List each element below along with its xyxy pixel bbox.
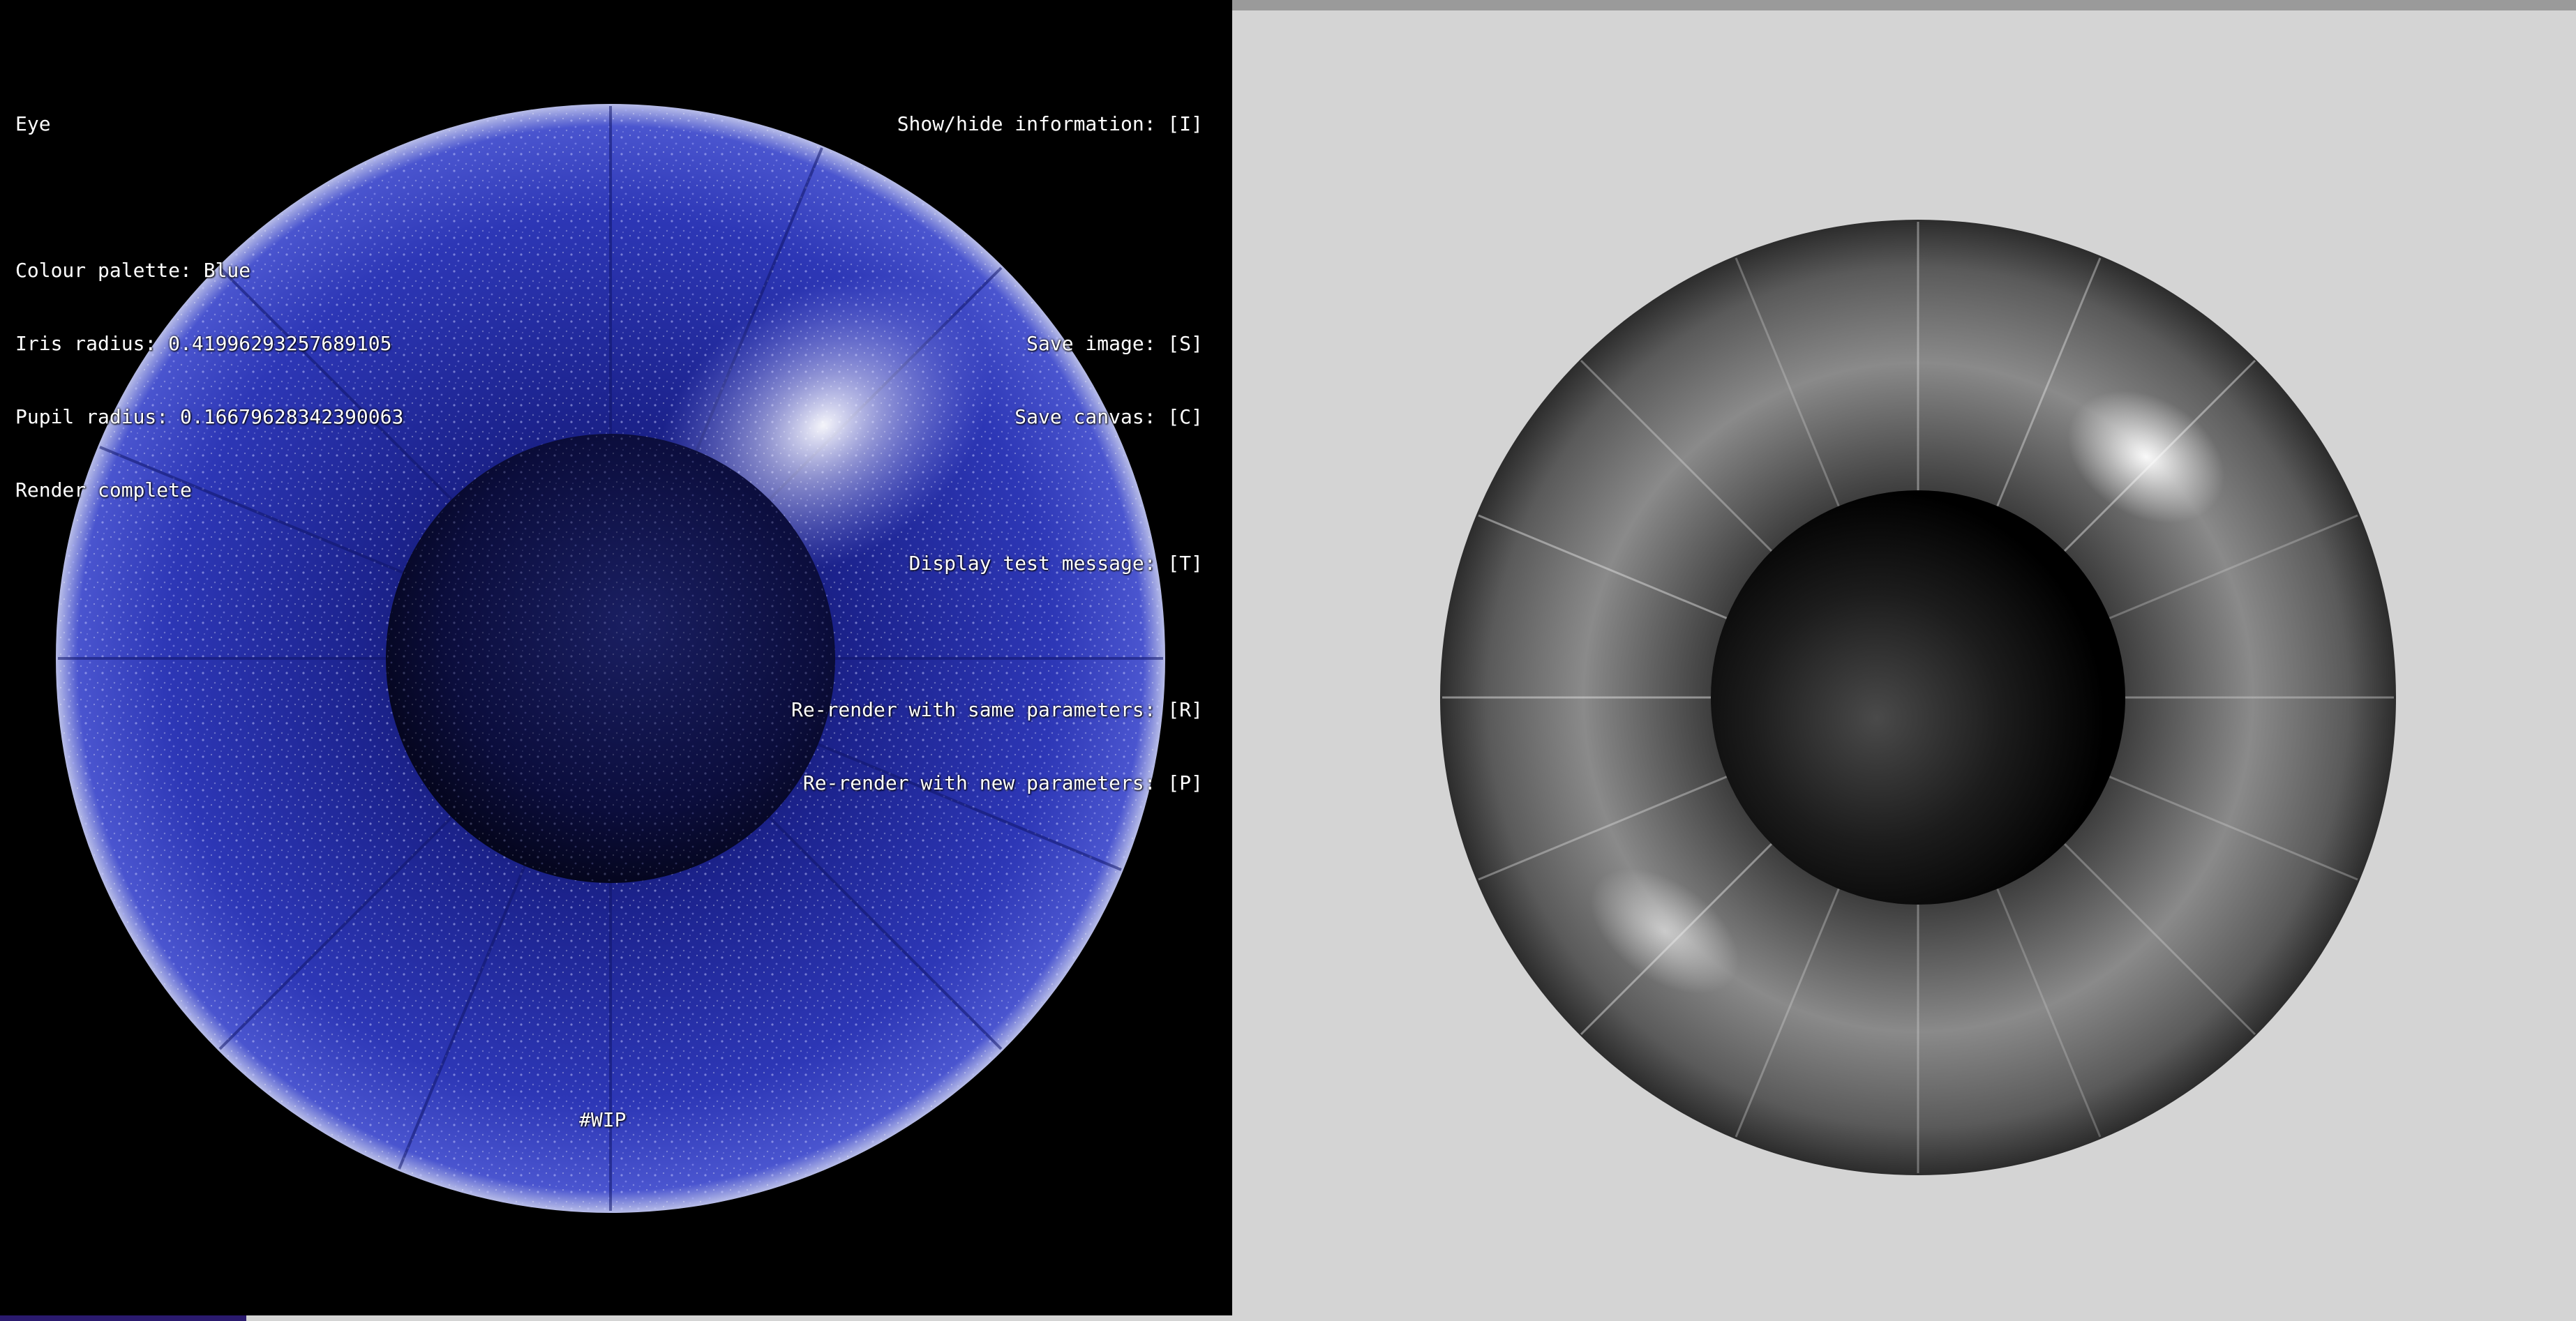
test-message-shortcut[interactable]: Display test message: [T]: [908, 552, 1203, 575]
render-status: Render complete: [15, 478, 192, 501]
iris-radius-label: Iris radius: 0.41996293257689105: [15, 332, 392, 355]
grey-eye-render: [1440, 220, 2396, 1175]
greyscale-render-canvas[interactable]: [1232, 0, 2576, 1321]
grey-glare-lower: [1590, 868, 1739, 994]
color-render-canvas[interactable]: Eye Colour palette: Blue Iris radius: 0.…: [0, 0, 1232, 1321]
render-progress-fill: [0, 1315, 247, 1321]
render-progress-bar: [0, 1315, 1232, 1321]
wip-tag: #WIP: [579, 1108, 627, 1131]
shortcuts-panel: Show/hide information: [I] Save image: […: [791, 63, 1203, 844]
grey-pupil: [1711, 490, 2125, 905]
grey-glare-upper: [2067, 391, 2225, 523]
spacer: [791, 258, 1203, 282]
info-panel: Eye Colour palette: Blue Iris radius: 0.…: [15, 63, 403, 551]
palette-label: Colour palette: Blue: [15, 259, 251, 282]
rerender-new-shortcut[interactable]: Re-render with new parameters: [P]: [802, 771, 1203, 794]
pupil-speckle: [387, 435, 834, 882]
save-canvas-shortcut[interactable]: Save canvas: [C]: [1014, 405, 1203, 428]
toggle-info-shortcut[interactable]: Show/hide information: [I]: [897, 112, 1203, 135]
pupil-radius-label: Pupil radius: 0.16679628342390063: [15, 405, 404, 428]
app-title: Eye: [15, 112, 51, 135]
top-bar: [1232, 0, 2576, 10]
rerender-same-shortcut[interactable]: Re-render with same parameters: [R]: [791, 698, 1203, 721]
blue-eye-render: [56, 104, 1165, 1213]
spacer: [791, 478, 1203, 502]
save-image-shortcut[interactable]: Save image: [S]: [1026, 332, 1203, 355]
spacer: [15, 185, 403, 209]
spacer: [791, 624, 1203, 649]
spacer: [791, 185, 1203, 209]
